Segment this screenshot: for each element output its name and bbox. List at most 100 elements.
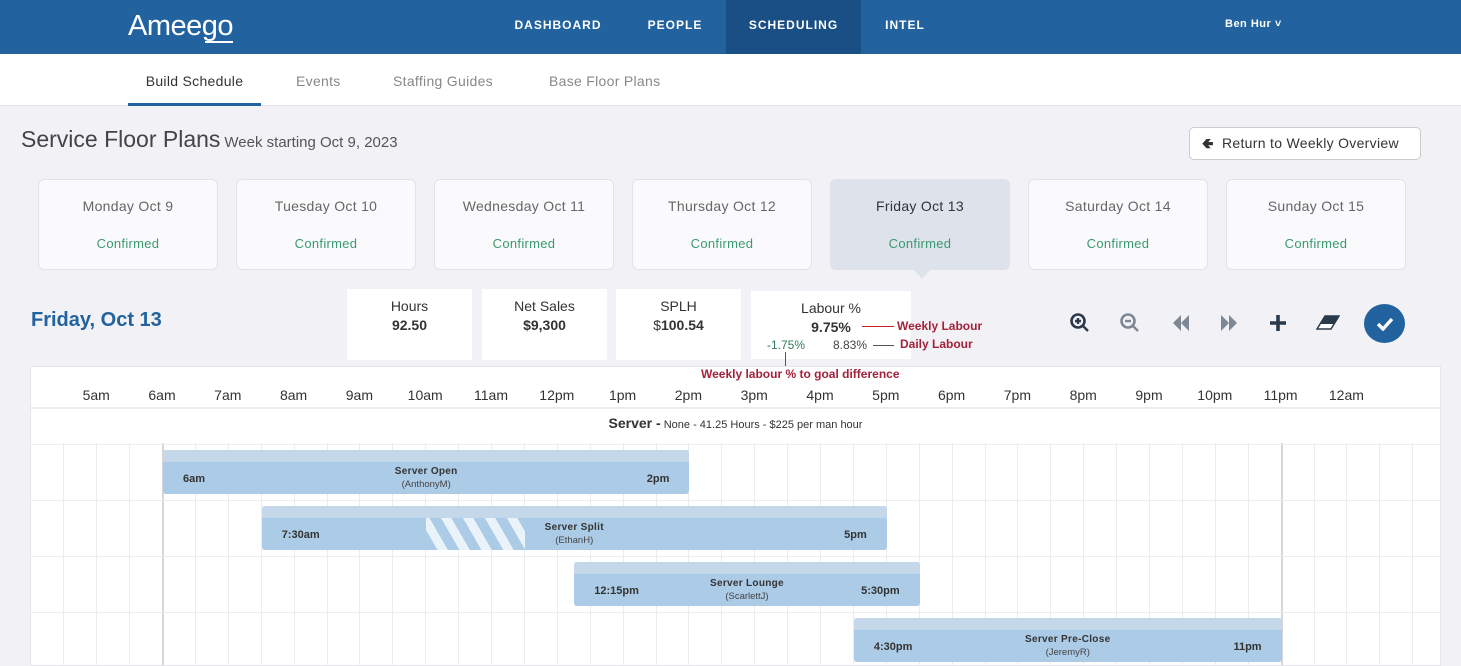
confirm-button[interactable] bbox=[1364, 304, 1405, 343]
shift-handle[interactable] bbox=[163, 450, 690, 462]
nav-people[interactable]: PEOPLE bbox=[647, 18, 703, 32]
zoom-out-icon[interactable] bbox=[1117, 310, 1143, 336]
tab-staffing-guides[interactable]: Staffing Guides bbox=[393, 73, 493, 89]
grid-line bbox=[1149, 443, 1150, 665]
nav-scheduling[interactable]: SCHEDULING bbox=[726, 0, 861, 54]
day-card[interactable]: Saturday Oct 14 Confirmed bbox=[1028, 179, 1208, 270]
grid-line bbox=[162, 443, 164, 665]
zoom-in-icon[interactable] bbox=[1067, 310, 1093, 336]
grid-line bbox=[359, 443, 361, 665]
shift-start: 4:30pm bbox=[873, 641, 913, 653]
day-status: Confirmed bbox=[888, 236, 952, 251]
grid-line bbox=[1412, 443, 1414, 665]
grid-line bbox=[96, 443, 98, 665]
grid-line bbox=[721, 443, 723, 665]
grid-line bbox=[1083, 443, 1085, 665]
shift-employee: (EthanH) bbox=[555, 535, 594, 546]
day-card[interactable]: Sunday Oct 15 Confirmed bbox=[1226, 179, 1406, 270]
day-status: Confirmed bbox=[294, 236, 358, 251]
day-status: Confirmed bbox=[492, 236, 556, 251]
day-card[interactable]: Tuesday Oct 10 Confirmed bbox=[236, 179, 416, 270]
nav-intel[interactable]: INTEL bbox=[885, 18, 925, 32]
tab-build-schedule[interactable]: Build Schedule bbox=[128, 54, 261, 106]
grid-line bbox=[458, 443, 460, 665]
labour-stat: Labour % 9.75% -1.75% 8.83% bbox=[751, 291, 911, 359]
shift-bar[interactable]: 12:15pm 5:30pm Server Lounge (ScarlettJ) bbox=[574, 562, 920, 606]
return-label: Return to Weekly Overview bbox=[1222, 135, 1399, 151]
shift-handle[interactable] bbox=[574, 562, 920, 574]
shift-handle[interactable] bbox=[853, 618, 1282, 630]
grid-line bbox=[326, 443, 328, 665]
shift-start: 12:15pm bbox=[594, 585, 639, 597]
hours-label: Hours bbox=[390, 298, 429, 314]
hour-label: 2pm bbox=[674, 387, 703, 403]
schedule-timeline: Server - None - 41.25 Hours - $225 per m… bbox=[30, 366, 1441, 666]
logo[interactable]: Ameego bbox=[128, 10, 234, 43]
hour-label: 12pm bbox=[539, 387, 575, 403]
day-name: Friday Oct 13 bbox=[876, 198, 964, 214]
day-card[interactable]: Friday Oct 13 Confirmed bbox=[830, 179, 1010, 279]
shift-start: 6am bbox=[183, 473, 206, 485]
grid-line bbox=[227, 443, 229, 665]
tab-events[interactable]: Events bbox=[296, 73, 341, 89]
grid-line bbox=[1181, 443, 1183, 665]
eraser-icon[interactable] bbox=[1315, 310, 1341, 336]
hour-label: 6am bbox=[148, 387, 176, 403]
shift-name: Server Lounge bbox=[710, 578, 784, 589]
grid-line bbox=[1214, 443, 1216, 665]
weekly-labour-annotation: Weekly Labour bbox=[897, 319, 983, 333]
grid-line bbox=[688, 443, 690, 665]
rewind-icon[interactable] bbox=[1168, 310, 1194, 336]
hour-label: 11am bbox=[474, 387, 508, 403]
grid-line bbox=[1313, 443, 1315, 665]
day-status: Confirmed bbox=[1284, 236, 1348, 251]
return-weekly-overview-button[interactable]: 🢀 Return to Weekly Overview bbox=[1189, 127, 1421, 160]
check-icon bbox=[1376, 317, 1393, 331]
hour-label: 3pm bbox=[740, 387, 768, 403]
grid-line bbox=[63, 443, 65, 665]
day-card[interactable]: Wednesday Oct 11 Confirmed bbox=[434, 179, 614, 270]
day-name: Monday Oct 9 bbox=[82, 198, 174, 214]
shift-bar[interactable]: 6am 2pm Server Open (AnthonyM) bbox=[163, 450, 690, 494]
day-card[interactable]: Thursday Oct 12 Confirmed bbox=[632, 179, 812, 270]
grid-line bbox=[31, 443, 32, 665]
top-bar: Ameego DASHBOARD PEOPLE SCHEDULING INTEL… bbox=[0, 0, 1461, 54]
shift-handle[interactable] bbox=[261, 506, 887, 518]
day-card[interactable]: Monday Oct 9 Confirmed bbox=[38, 179, 218, 270]
hour-label: 1pm bbox=[608, 387, 637, 403]
grid-line bbox=[984, 443, 986, 665]
week-subtitle: Week starting Oct 9, 2023 bbox=[224, 134, 398, 151]
shift-bar[interactable]: 7:30am 5pm Server Split (EthanH) bbox=[261, 506, 887, 550]
grid-line bbox=[951, 443, 953, 665]
grid-line bbox=[787, 443, 789, 665]
hour-label: 12am bbox=[1328, 387, 1364, 403]
row-divider bbox=[31, 444, 1440, 445]
divider bbox=[31, 407, 1440, 408]
fast-forward-icon[interactable] bbox=[1216, 310, 1242, 336]
day-heading: Friday, Oct 13 bbox=[31, 309, 162, 331]
shift-employee: (AnthonyM) bbox=[401, 479, 451, 490]
grid-line bbox=[1116, 443, 1118, 665]
shift-name: Server Split bbox=[544, 522, 604, 533]
daily-labour: 8.83% bbox=[833, 338, 868, 352]
hours-value: 92.50 bbox=[391, 317, 428, 333]
grid-line bbox=[820, 443, 821, 665]
tab-base-floor-plans[interactable]: Base Floor Plans bbox=[549, 73, 661, 89]
day-status: Confirmed bbox=[690, 236, 754, 251]
splh-prefix: $ bbox=[653, 317, 661, 333]
shift-end: 2pm bbox=[646, 473, 670, 485]
day-name: Tuesday Oct 10 bbox=[274, 198, 378, 214]
user-menu[interactable]: Ben Hur ˅ bbox=[1225, 18, 1282, 30]
shift-bar[interactable]: 4:30pm 11pm Server Pre-Close (JeremyR) bbox=[853, 618, 1282, 662]
grid-line bbox=[523, 443, 525, 665]
goal-diff-annotation: Weekly labour % to goal difference bbox=[701, 367, 900, 381]
grid-line bbox=[885, 443, 887, 665]
day-name: Wednesday Oct 11 bbox=[462, 198, 586, 214]
nav-dashboard[interactable]: DASHBOARD bbox=[514, 18, 602, 32]
annotation-line bbox=[873, 345, 894, 346]
hour-label: 7pm bbox=[1003, 387, 1032, 403]
hour-label: 5pm bbox=[872, 387, 900, 403]
add-icon[interactable] bbox=[1265, 310, 1291, 336]
role-name: Server - bbox=[608, 415, 661, 431]
grid-line bbox=[918, 443, 920, 665]
